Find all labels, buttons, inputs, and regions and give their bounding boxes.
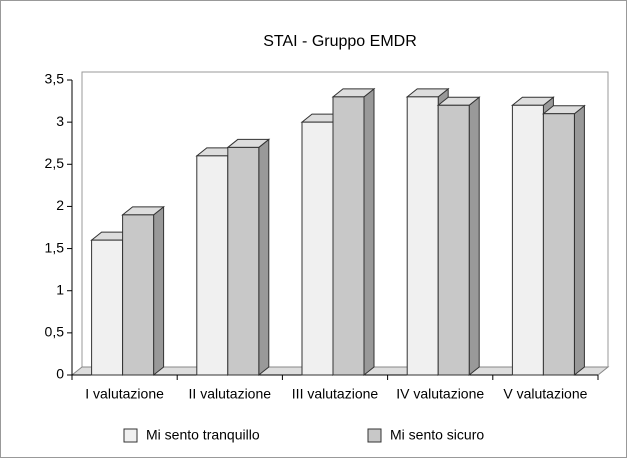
y-tick-label: 1: [56, 281, 64, 297]
y-tick-label: 2: [56, 197, 64, 213]
bar: [542, 113, 575, 376]
bar: [437, 104, 470, 376]
bar: [227, 146, 260, 376]
y-tick-label: 3: [56, 113, 64, 129]
bar-side: [363, 87, 375, 377]
legend-swatch: [123, 428, 138, 443]
bar: [196, 155, 229, 376]
y-tick-label: 0: [56, 366, 64, 382]
x-tick-label: III valutazione: [292, 386, 379, 402]
bar: [406, 96, 439, 376]
y-tick-label: 2,5: [45, 155, 65, 171]
bar: [332, 96, 365, 376]
x-tick-label: IV valutazione: [396, 386, 484, 402]
x-tick-label: I valutazione: [85, 386, 164, 402]
chart-title: STAI - Gruppo EMDR: [263, 33, 417, 50]
bar: [511, 104, 544, 376]
legend-swatch: [367, 428, 382, 443]
x-tick-label: V valutazione: [503, 386, 587, 402]
x-tick-label: II valutazione: [189, 386, 272, 402]
y-tick-label: 1,5: [45, 239, 65, 255]
bar: [91, 239, 124, 376]
legend-label: Mi sento sicuro: [390, 427, 484, 443]
bar-side: [258, 138, 270, 377]
bar-side: [153, 205, 165, 377]
legend-label: Mi sento tranquillo: [146, 427, 260, 443]
bar-side: [468, 96, 480, 377]
y-tick-label: 0,5: [45, 324, 65, 340]
bar: [122, 214, 155, 376]
bar: [301, 121, 334, 376]
bar-side: [573, 104, 585, 377]
y-tick-label: 3,5: [45, 71, 65, 87]
